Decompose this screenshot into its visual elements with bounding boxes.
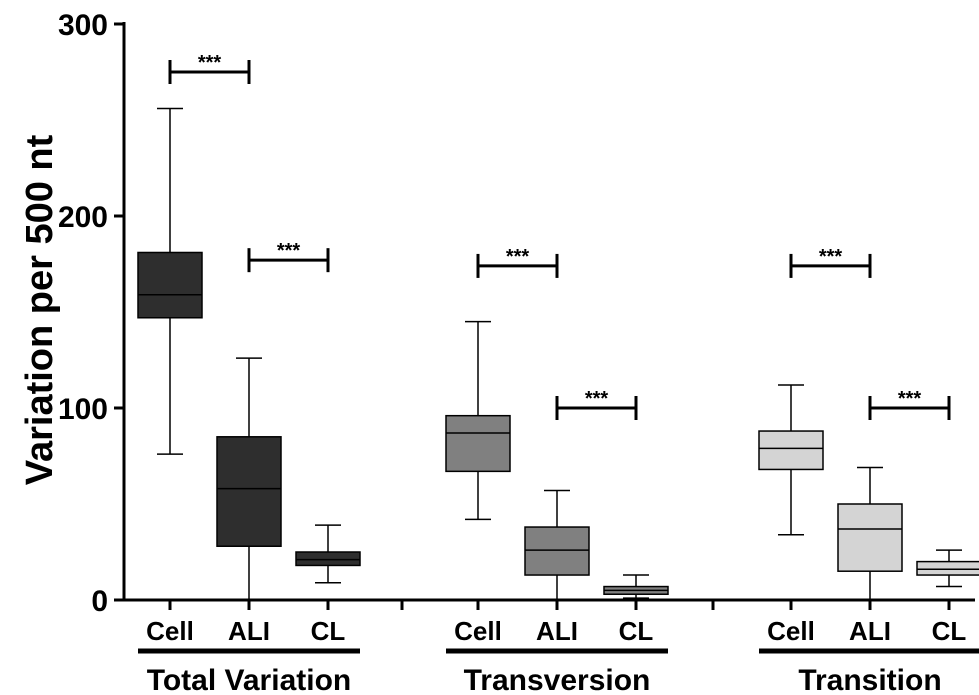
category-label: ALI bbox=[536, 616, 578, 646]
y-tick-label: 100 bbox=[58, 393, 108, 426]
y-tick-label: 300 bbox=[58, 9, 108, 42]
category-label: Cell bbox=[454, 616, 502, 646]
category-label: ALI bbox=[228, 616, 270, 646]
group-label: Transversion bbox=[464, 664, 651, 695]
significance-label: *** bbox=[585, 388, 609, 410]
significance-label: *** bbox=[198, 52, 222, 74]
box-ali bbox=[524, 526, 590, 576]
box-cell bbox=[758, 430, 824, 471]
group-label: Total Variation bbox=[147, 664, 351, 695]
y-axis-title: Variation per 500 nt bbox=[19, 134, 61, 485]
box-cl bbox=[916, 560, 979, 576]
category-label: CL bbox=[932, 616, 967, 646]
category-label: ALI bbox=[849, 616, 891, 646]
category-label: Cell bbox=[146, 616, 194, 646]
group-label: Transition bbox=[798, 664, 941, 695]
axes: 0 100 200 300 bbox=[58, 9, 975, 618]
category-label: CL bbox=[311, 616, 346, 646]
significance-label: *** bbox=[506, 246, 530, 268]
y-tick-label: 0 bbox=[91, 585, 108, 618]
category-label: Cell bbox=[767, 616, 815, 646]
y-tick-label: 200 bbox=[58, 201, 108, 234]
box-ali bbox=[216, 436, 282, 547]
category-label: CL bbox=[619, 616, 654, 646]
box-cell bbox=[445, 414, 511, 473]
plot-area: Cell ALI CL Total Variation *** *** Cell ALI CL T… bbox=[137, 52, 979, 695]
significance-label: *** bbox=[898, 388, 922, 410]
box-ali bbox=[837, 503, 903, 572]
significance-label: *** bbox=[819, 246, 843, 268]
significance-label: *** bbox=[277, 240, 301, 262]
box-cl bbox=[295, 551, 361, 567]
box-cell bbox=[137, 251, 203, 319]
